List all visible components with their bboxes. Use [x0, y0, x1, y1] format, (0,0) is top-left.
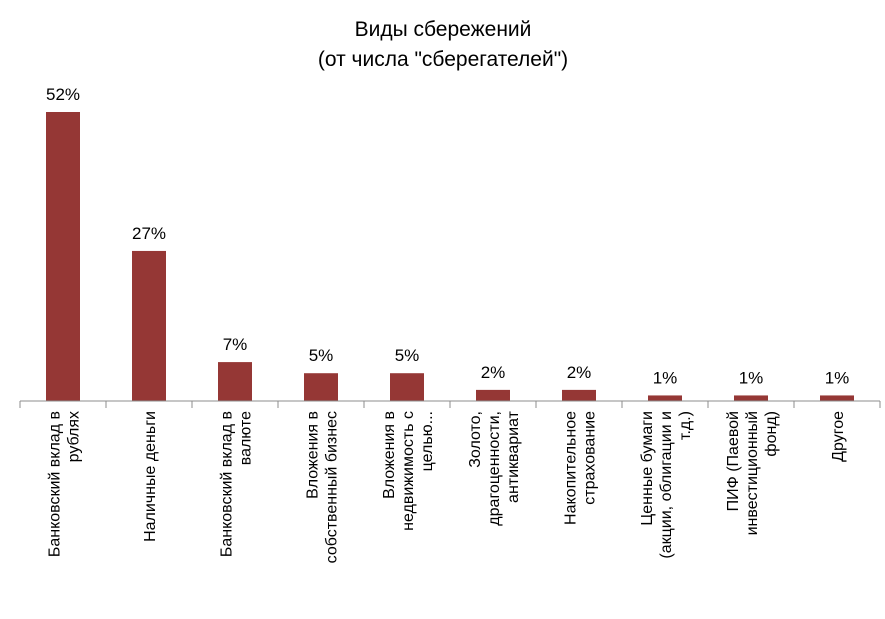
category-labels-group: Банковский вклад в рублях Наличные деньги Б… [47, 410, 848, 563]
bar [132, 250, 166, 401]
category-label: Наличные деньги [142, 411, 159, 542]
category-label: Вложения в недвижимость с целью... [381, 411, 436, 531]
category-label-line: Золото, [467, 411, 484, 468]
data-label: 27% [132, 224, 166, 243]
category-label-line: Вложения в [305, 411, 322, 499]
category-label-line: Ценные бумаги [639, 411, 656, 526]
bars-group [46, 112, 854, 401]
data-label: 5% [309, 346, 334, 365]
chart-title-line-1: Виды сбережений [355, 18, 532, 41]
category-label: Накопительное страхование [563, 411, 599, 525]
data-label: 2% [481, 363, 506, 382]
bar [820, 395, 854, 401]
bar [734, 395, 768, 401]
category-label-line: драгоценности, [486, 411, 503, 526]
chart-title-line-2: (от числа "сберегателей") [318, 48, 568, 71]
category-label-line: страхование [582, 411, 599, 505]
category-label-line: ПИФ (Паевой [725, 411, 742, 511]
category-label-line: (акции, облигации и [658, 411, 675, 559]
category-label: ПИФ (Паевой инвестиционный фонд) [725, 411, 780, 535]
data-label: 2% [567, 363, 592, 382]
category-label-line: рублях [66, 411, 83, 462]
bar [218, 362, 252, 401]
data-label: 1% [739, 368, 764, 387]
bar [390, 373, 424, 401]
category-label: Вложения в собственный бизнес [305, 411, 341, 563]
category-label-line: Банковский вклад в [219, 411, 236, 557]
category-label-line: целью... [419, 411, 436, 471]
category-label-line: валюте [238, 411, 255, 465]
bar [46, 112, 80, 401]
category-label-line: Наличные деньги [142, 411, 159, 542]
category-label: Другое [830, 411, 847, 462]
bar [476, 389, 510, 401]
category-label: Ценные бумаги (акции, облигации и т.д.) [639, 411, 694, 559]
data-label: 1% [653, 368, 678, 387]
category-label-line: Накопительное [563, 411, 580, 525]
data-label: 1% [825, 368, 850, 387]
category-label: Банковский вклад в валюте [219, 411, 255, 557]
category-label-line: Вложения в [381, 411, 398, 499]
category-label: Золото, драгоценности, антиквариат [467, 410, 522, 525]
category-label-line: Банковский вклад в [47, 411, 64, 557]
category-label: Банковский вклад в рублях [47, 411, 83, 557]
category-label-line: инвестиционный [744, 411, 761, 535]
bar [304, 373, 338, 401]
data-label: 5% [395, 346, 420, 365]
data-labels-group: 52% 27% 7% 5% 5% 2% 2% 1% 1% 1% [46, 85, 849, 387]
bar [648, 395, 682, 401]
category-label-line: фонд) [763, 411, 780, 457]
category-label-line: т.д.) [677, 411, 694, 440]
category-label-line: недвижимость с [400, 411, 417, 531]
category-label-line: собственный бизнес [324, 411, 341, 563]
category-label-line: антиквариат [505, 410, 522, 503]
bar [562, 389, 596, 401]
data-label: 7% [223, 335, 248, 354]
data-label: 52% [46, 85, 80, 104]
category-label-line: Другое [830, 411, 847, 462]
x-axis [19, 400, 881, 408]
